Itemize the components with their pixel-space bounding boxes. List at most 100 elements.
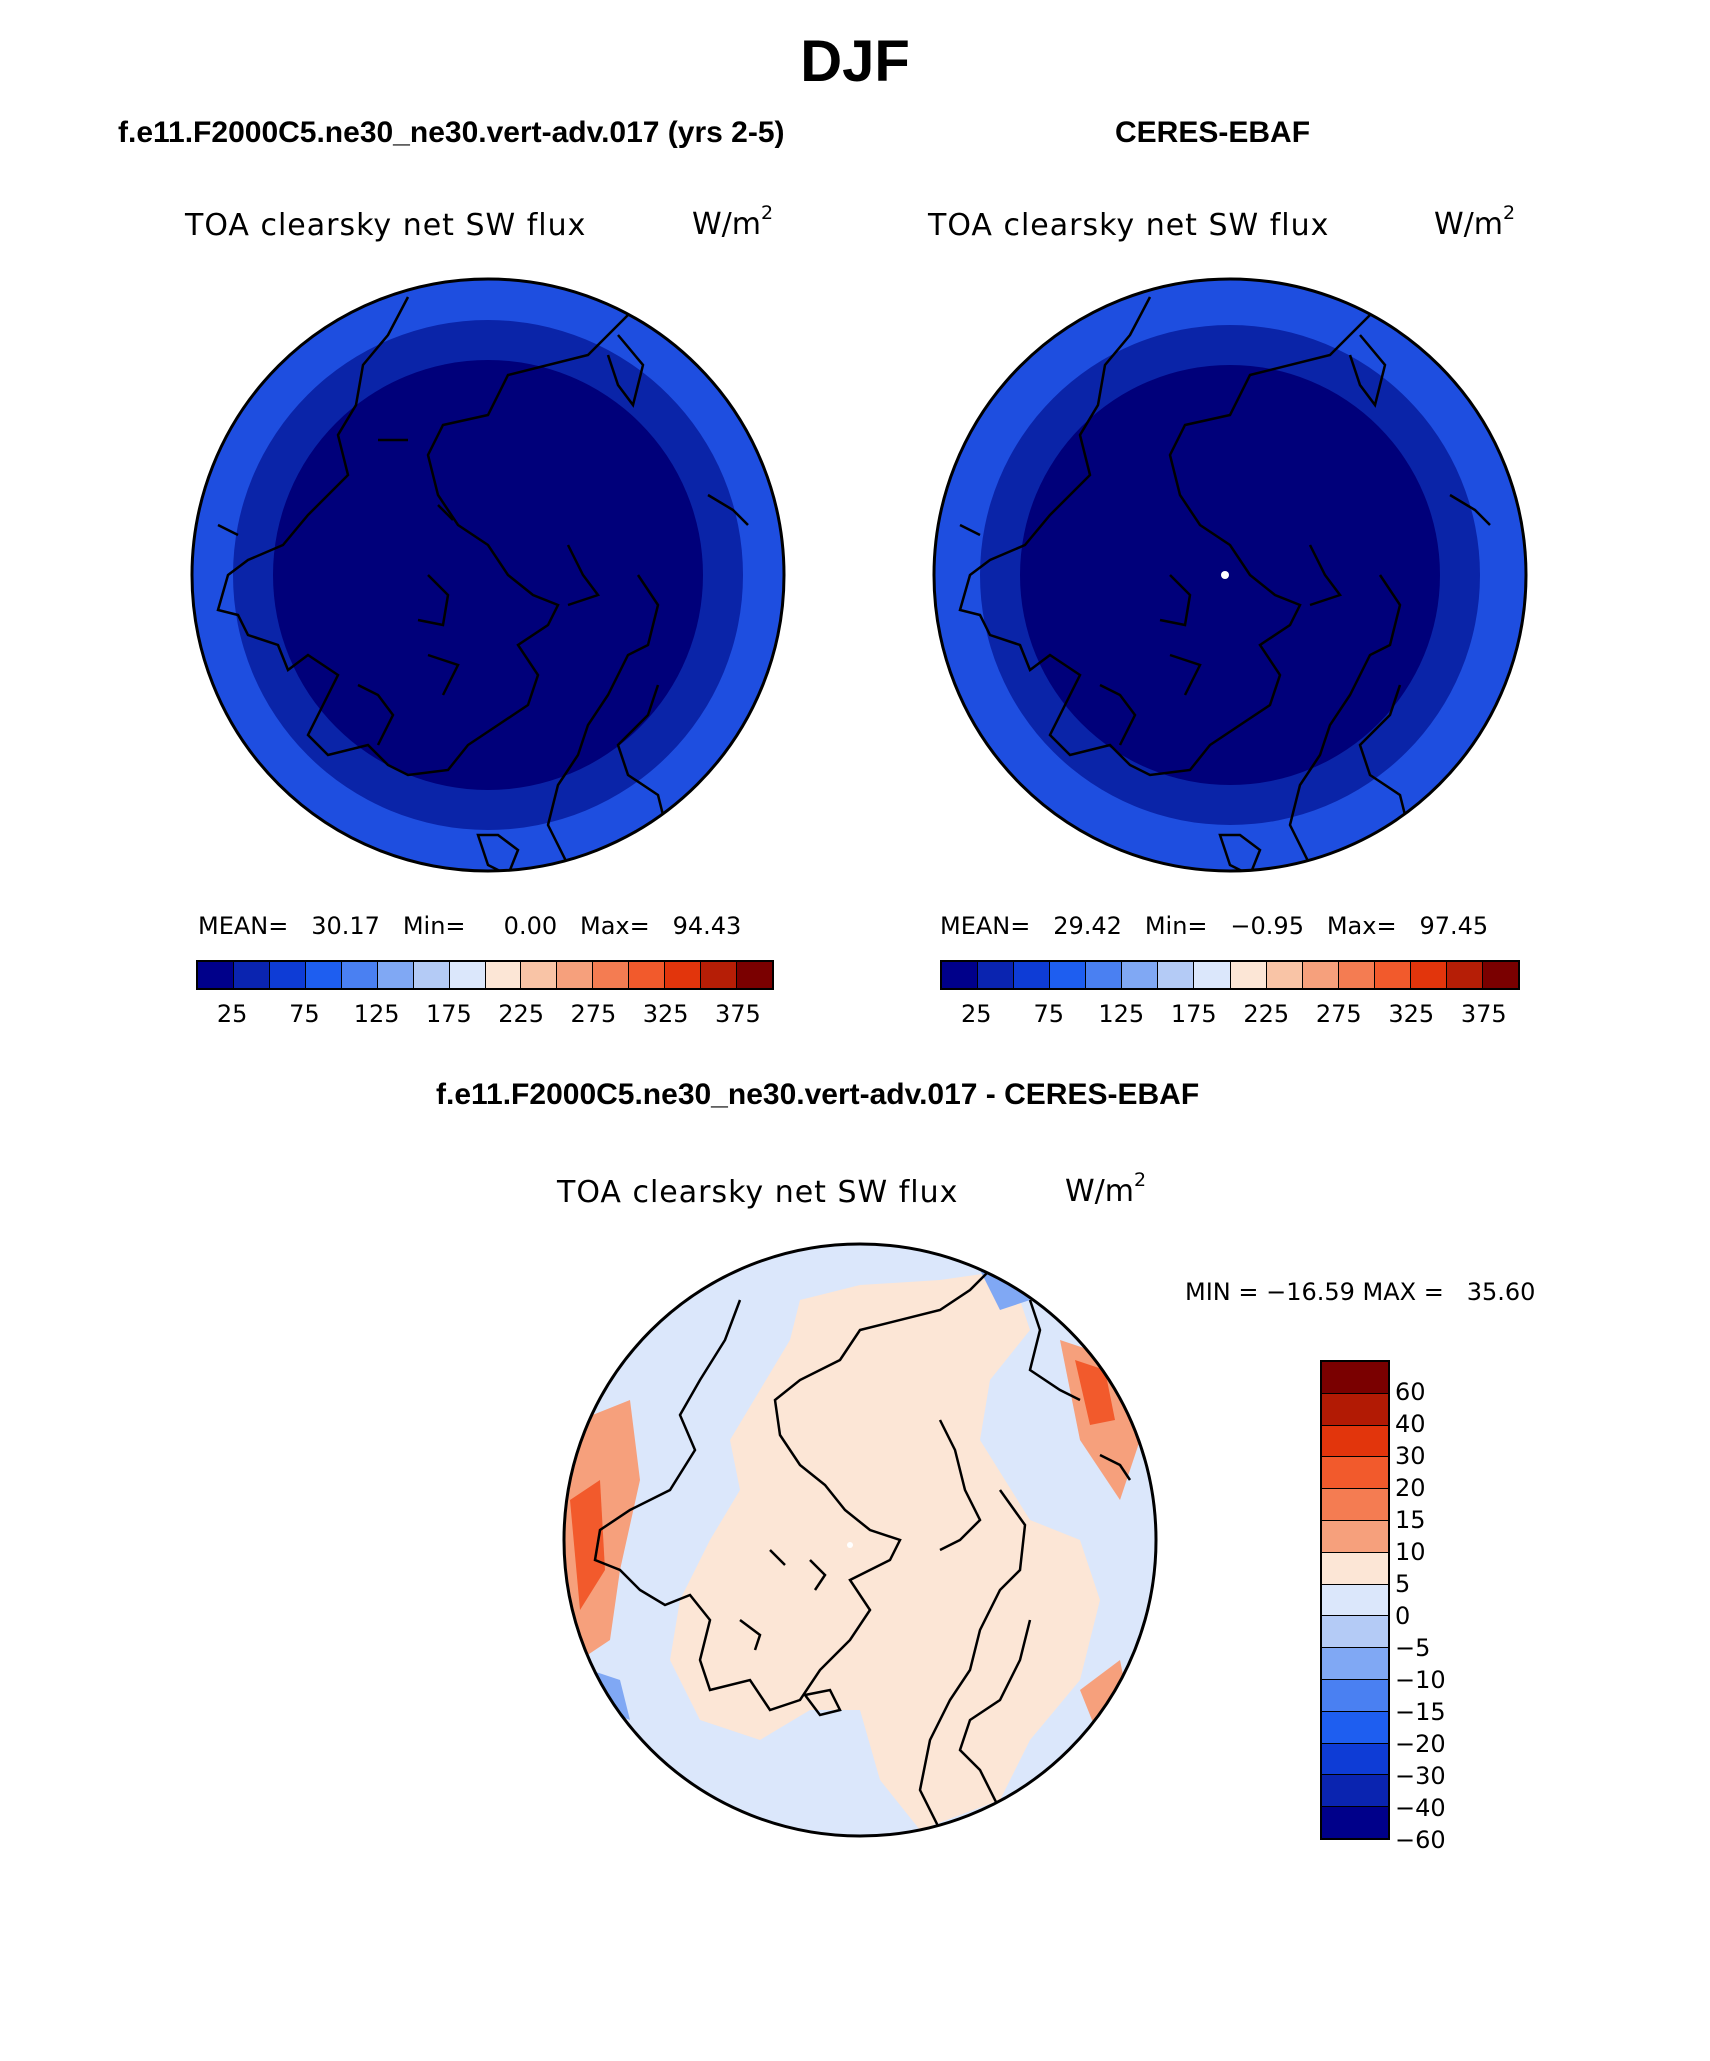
colorbar-swatch (629, 962, 666, 988)
colorbar-swatch (737, 962, 772, 988)
colorbar-tick-label: 125 (1098, 1000, 1145, 1028)
colorbar-swatch (449, 962, 486, 988)
colorbar-swatch (1322, 1425, 1388, 1458)
diff-heading: f.e11.F2000C5.ne30_ne30.vert-adv.017 - C… (436, 1078, 1200, 1111)
colorbar-swatch (233, 962, 270, 988)
colorbar-swatch (413, 962, 450, 988)
colorbar-tick-label: 25 (960, 1000, 992, 1028)
colorbar-swatch (377, 962, 414, 988)
colorbar-swatch (1122, 962, 1159, 988)
colorbar-swatch (1158, 962, 1195, 988)
panel-right-heading: CERES-EBAF (1115, 116, 1311, 149)
diff-variable: TOA clearsky net SW flux (557, 1175, 959, 1210)
colorbar-model (196, 960, 774, 990)
colorbar-tick-label: 275 (570, 1000, 617, 1028)
colorbar-tick-label: −10 (1395, 1665, 1446, 1694)
colorbar-swatch (1302, 962, 1339, 988)
colorbar-swatch (1194, 962, 1231, 988)
panel-right-units: W/m2 (1434, 202, 1516, 242)
colorbar-tick-label: 325 (1388, 1000, 1435, 1028)
colorbar-obs-labels: 25 75 125 175 225 275 325 375 (940, 1000, 1520, 1030)
colorbar-swatch (1322, 1457, 1388, 1490)
colorbar-swatch (1374, 962, 1411, 988)
colorbar-swatch (942, 962, 979, 988)
colorbar-swatch (269, 962, 306, 988)
colorbar-swatch (1446, 962, 1483, 988)
colorbar-swatch (1322, 1775, 1388, 1808)
colorbar-tick-label: 325 (642, 1000, 689, 1028)
colorbar-tick-label: 15 (1395, 1505, 1426, 1534)
colorbar-tick-label: 375 (1460, 1000, 1507, 1028)
colorbar-tick-label: −15 (1395, 1698, 1446, 1726)
colorbar-swatch (1322, 1648, 1388, 1680)
colorbar-swatch (1266, 962, 1303, 988)
panel-left-variable: TOA clearsky net SW flux (185, 208, 587, 243)
colorbar-tick-label: 25 (216, 1000, 248, 1028)
colorbar-tick-label: 5 (1395, 1570, 1411, 1598)
colorbar-difference-labels: 60 40 30 20 15 10 5 0 −5 −10 −15 −20 −30 −40 −60 (1395, 1360, 1475, 1854)
coastlines (958, 296, 1491, 871)
colorbar-tick-label: −60 (1395, 1826, 1446, 1854)
colorbar-tick-label: 30 (1395, 1442, 1426, 1470)
colorbar-swatch (1322, 1362, 1388, 1394)
colorbar-tick-label: 75 (289, 1000, 320, 1028)
colorbar-tick-label: −20 (1395, 1730, 1446, 1758)
colorbar-swatch (1410, 962, 1447, 988)
colorbar-tick-label: 0 (1395, 1602, 1411, 1630)
colorbar-tick-label: 60 (1395, 1378, 1426, 1406)
colorbar-swatch (1338, 962, 1375, 988)
colorbar-swatch (1322, 1552, 1388, 1585)
colorbar-swatch (485, 962, 522, 988)
colorbar-swatch (1322, 1489, 1388, 1521)
pole-marker (1221, 571, 1229, 579)
colorbar-swatch (198, 962, 234, 988)
coastlines (216, 296, 749, 871)
colorbar-swatch (305, 962, 342, 988)
panel-left-heading: f.e11.F2000C5.ne30_ne30.vert-adv.017 (yr… (118, 116, 785, 149)
panel-left-units: W/m2 (692, 202, 774, 242)
colorbar-swatch (557, 962, 594, 988)
colorbar-tick-label: 10 (1395, 1538, 1426, 1566)
colorbar-tick-label: 40 (1395, 1410, 1426, 1438)
colorbar-swatch (1322, 1584, 1388, 1617)
colorbar-swatch (1050, 962, 1087, 988)
colorbar-swatch (978, 962, 1015, 988)
colorbar-tick-label: 275 (1315, 1000, 1362, 1028)
colorbar-tick-label: −40 (1395, 1794, 1446, 1822)
colorbar-swatch (1322, 1393, 1388, 1426)
colorbar-swatch (1086, 962, 1123, 988)
colorbar-swatch (665, 962, 702, 988)
polar-map-model (190, 277, 786, 873)
colorbar-tick-label: 175 (425, 1000, 472, 1028)
pole-marker (847, 1542, 853, 1548)
colorbar-tick-label: −30 (1395, 1762, 1446, 1790)
colorbar-swatch (1322, 1807, 1388, 1838)
colorbar-swatch (701, 962, 738, 988)
panel-right-stats: MEAN= 29.42 Min= −0.95 Max= 97.45 (940, 912, 1489, 940)
colorbar-swatch (1014, 962, 1051, 988)
colorbar-tick-label: 375 (714, 1000, 761, 1028)
colorbar-tick-label: −5 (1395, 1634, 1431, 1662)
colorbar-swatch (1322, 1616, 1388, 1649)
diff-stats: MIN = −16.59 MAX = 35.60 (1185, 1278, 1536, 1306)
colorbar-tick-label: 75 (1033, 1000, 1065, 1028)
polar-map-obs (932, 277, 1528, 873)
colorbar-tick-label: 175 (1170, 1000, 1217, 1028)
colorbar-swatch (1482, 962, 1518, 988)
colorbar-swatch (1322, 1520, 1388, 1553)
colorbar-tick-label: 225 (1243, 1000, 1290, 1028)
colorbar-difference (1320, 1360, 1390, 1840)
colorbar-swatch (1230, 962, 1267, 988)
panel-left-stats: MEAN= 30.17 Min= 0.00 Max= 94.43 (198, 912, 742, 940)
colorbar-obs (940, 960, 1520, 990)
colorbar-swatch (521, 962, 558, 988)
colorbar-swatch (1322, 1679, 1388, 1712)
coastlines (593, 1269, 1132, 1836)
polar-map-difference (562, 1242, 1158, 1838)
colorbar-swatch (1322, 1711, 1388, 1744)
colorbar-model-labels: 25 75 125 175 225 275 325 375 (196, 1000, 774, 1030)
colorbar-swatch (1322, 1743, 1388, 1776)
panel-right-variable: TOA clearsky net SW flux (928, 208, 1330, 243)
colorbar-tick-label: 125 (353, 1000, 400, 1028)
figure-title: DJF (800, 29, 910, 94)
